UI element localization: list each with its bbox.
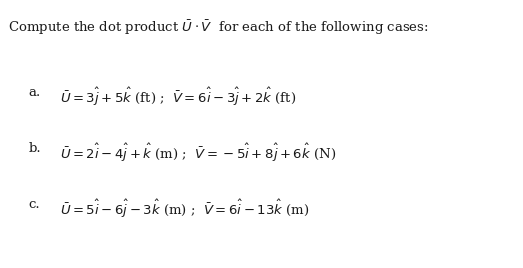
Text: Compute the dot product $\bar{U} \cdot \bar{V}$  for each of the following cases: Compute the dot product $\bar{U} \cdot \… — [8, 19, 428, 37]
Text: b.: b. — [29, 142, 41, 155]
Text: c.: c. — [29, 198, 40, 211]
Text: a.: a. — [29, 86, 41, 99]
Text: $\bar{U} = 3\hat{j}+5\hat{k}$ (ft) ;  $\bar{V} = 6\hat{i}-3\hat{j}+2\hat{k}$ (ft: $\bar{U} = 3\hat{j}+5\hat{k}$ (ft) ; $\b… — [60, 86, 297, 108]
Text: $\bar{U} = 2\hat{i}-4\hat{j}+\hat{k}$ (m) ;  $\bar{V} = -5\hat{i}+8\hat{j}+6\hat: $\bar{U} = 2\hat{i}-4\hat{j}+\hat{k}$ (m… — [60, 142, 336, 164]
Text: $\bar{U} = 5\hat{i}-6\hat{j}-3\hat{k}$ (m) ;  $\bar{V} = 6\hat{i}-13\hat{k}$ (m): $\bar{U} = 5\hat{i}-6\hat{j}-3\hat{k}$ (… — [60, 198, 310, 221]
